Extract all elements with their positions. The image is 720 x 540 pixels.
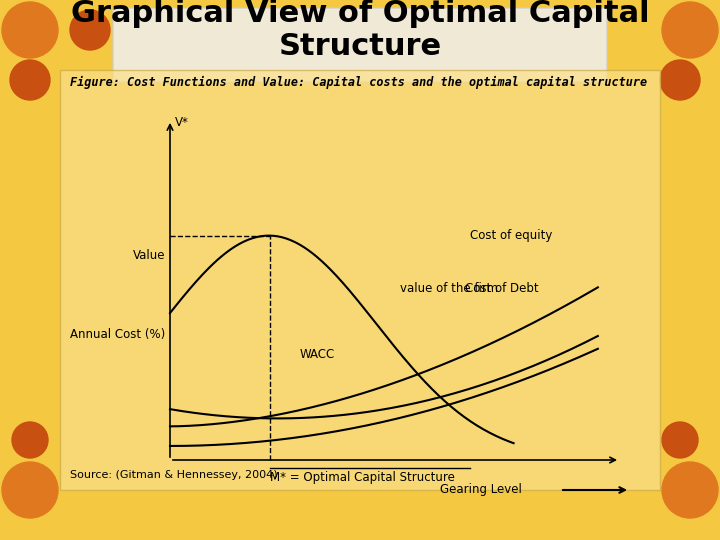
Circle shape (662, 422, 698, 458)
Text: Source: (Gitman & Hennessey, 2004): Source: (Gitman & Hennessey, 2004) (70, 470, 278, 480)
Text: WACC: WACC (300, 348, 336, 361)
Circle shape (2, 2, 58, 58)
Text: Gearing Level: Gearing Level (440, 483, 522, 496)
Circle shape (662, 2, 718, 58)
Circle shape (660, 60, 700, 100)
Text: Value: Value (132, 249, 165, 262)
Circle shape (2, 462, 58, 518)
FancyBboxPatch shape (60, 70, 660, 490)
Text: V*: V* (175, 116, 189, 129)
Circle shape (662, 462, 718, 518)
Text: M* = Optimal Capital Structure: M* = Optimal Capital Structure (270, 471, 455, 484)
Text: Annual Cost (%): Annual Cost (%) (70, 328, 165, 341)
Text: value of the firm: value of the firm (400, 282, 498, 295)
Text: Figure: Cost Functions and Value: Capital costs and the optimal capital structur: Figure: Cost Functions and Value: Capita… (70, 76, 647, 89)
Circle shape (10, 60, 50, 100)
Circle shape (70, 10, 110, 50)
FancyBboxPatch shape (113, 8, 607, 82)
Text: Cost of Debt: Cost of Debt (465, 282, 539, 295)
Text: Cost of equity: Cost of equity (470, 229, 552, 242)
Circle shape (12, 422, 48, 458)
Text: Graphical View of Optimal Capital
Structure: Graphical View of Optimal Capital Struct… (71, 0, 649, 62)
